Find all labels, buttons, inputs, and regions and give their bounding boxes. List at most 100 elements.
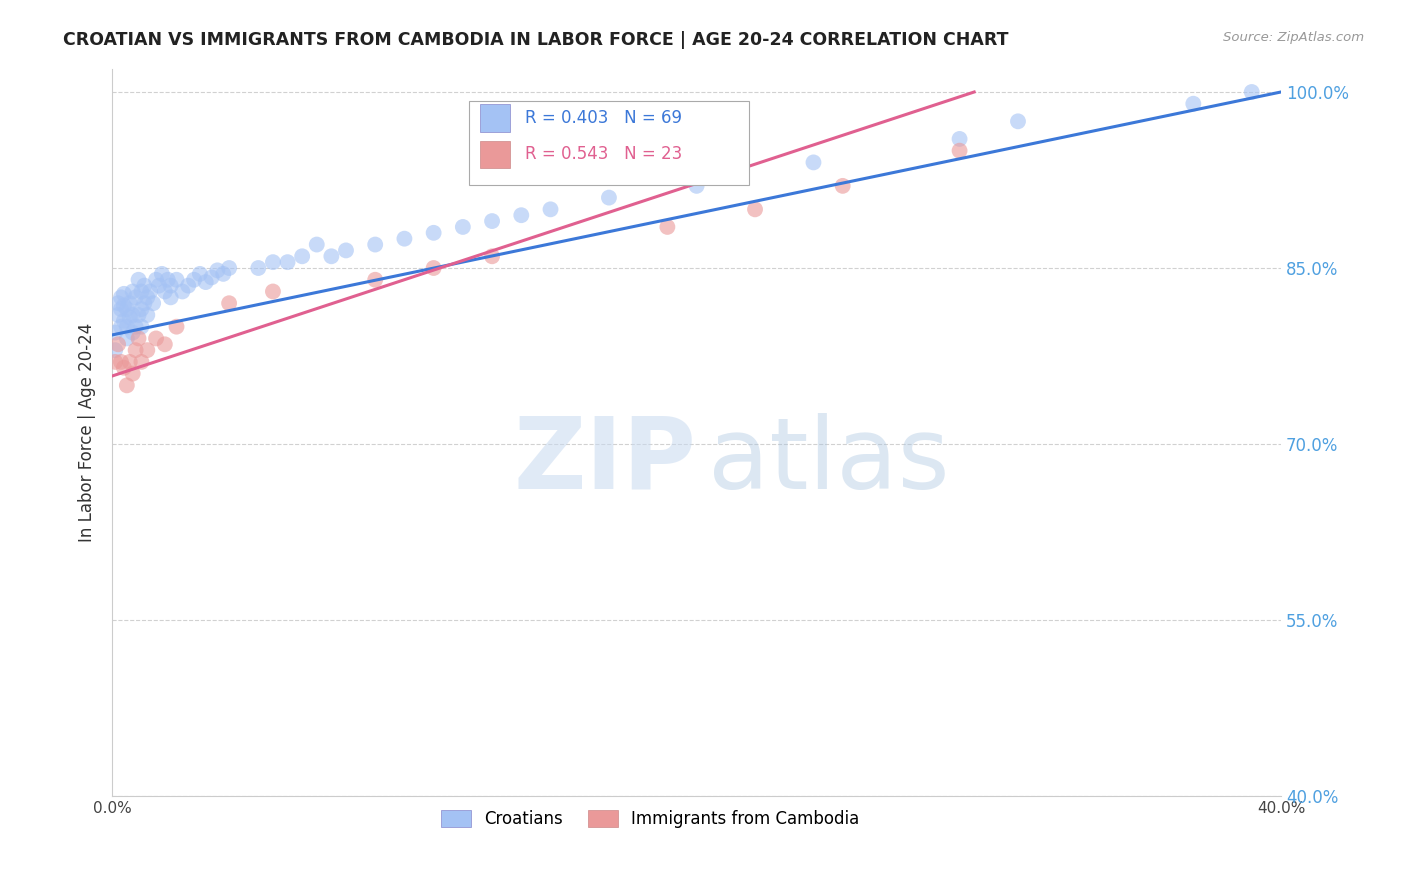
Text: atlas: atlas (709, 413, 950, 510)
Point (744, 202, 766, 217)
Point (124, 343, 146, 358)
Point (153, 337, 176, 351)
Point (131, 319, 153, 334)
Point (277, 255, 299, 269)
Point (134, 278, 156, 293)
Point (115, 319, 138, 334)
Point (1007, 114, 1029, 128)
Point (124, 319, 146, 334)
Point (107, 308, 129, 322)
Point (803, 155, 825, 169)
Point (118, 296, 141, 310)
Point (305, 237, 328, 252)
Point (107, 296, 129, 310)
Point (121, 367, 143, 381)
Point (948, 144, 970, 158)
Point (128, 308, 150, 322)
Point (451, 219, 474, 234)
Point (481, 214, 503, 228)
Point (510, 208, 533, 222)
Point (110, 355, 132, 369)
Point (218, 260, 240, 275)
Point (598, 191, 620, 205)
Point (128, 273, 150, 287)
Point (104, 326, 127, 340)
Point (121, 326, 143, 340)
Point (540, 202, 562, 217)
Point (110, 290, 132, 304)
Text: Source: ZipAtlas.com: Source: ZipAtlas.com (1223, 31, 1364, 45)
Point (153, 285, 176, 299)
Point (212, 267, 235, 281)
Point (159, 278, 181, 293)
Text: ZIP: ZIP (513, 413, 696, 510)
Legend: Croatians, Immigrants from Cambodia: Croatians, Immigrants from Cambodia (434, 804, 866, 835)
Point (136, 343, 159, 358)
Point (183, 273, 205, 287)
Point (118, 310, 141, 325)
Point (131, 302, 153, 317)
Point (194, 275, 217, 289)
Point (112, 314, 135, 328)
Point (131, 285, 153, 299)
Point (128, 331, 150, 345)
Point (118, 355, 141, 369)
Point (136, 290, 159, 304)
FancyBboxPatch shape (481, 141, 509, 169)
Point (364, 237, 387, 252)
Point (831, 178, 853, 193)
Point (200, 270, 222, 285)
Point (145, 331, 167, 345)
Text: R = 0.403   N = 69: R = 0.403 N = 69 (524, 109, 682, 127)
Point (148, 278, 170, 293)
Point (422, 260, 444, 275)
Point (685, 178, 707, 193)
Point (104, 343, 127, 358)
Text: R = 0.543   N = 23: R = 0.543 N = 23 (524, 145, 682, 163)
Point (1182, 96, 1205, 111)
Point (131, 355, 153, 369)
Point (112, 286, 135, 301)
Point (139, 285, 162, 299)
Point (150, 267, 173, 281)
Point (156, 273, 179, 287)
Point (481, 249, 503, 263)
Point (159, 290, 181, 304)
Point (110, 302, 132, 317)
Point (112, 299, 135, 313)
Point (115, 378, 138, 392)
Point (166, 273, 188, 287)
Point (107, 337, 129, 351)
Point (134, 296, 156, 310)
Point (121, 285, 143, 299)
Point (177, 278, 200, 293)
Point (104, 355, 127, 369)
Point (124, 290, 146, 304)
Point (657, 219, 679, 234)
Point (112, 360, 135, 375)
Point (394, 232, 416, 246)
Point (218, 296, 240, 310)
Point (321, 249, 343, 263)
Point (166, 319, 188, 334)
Point (142, 296, 165, 310)
Point (422, 226, 444, 240)
Point (207, 263, 229, 277)
Point (145, 273, 167, 287)
Y-axis label: In Labor Force | Age 20-24: In Labor Force | Age 20-24 (79, 323, 96, 542)
Point (115, 331, 138, 345)
Point (136, 308, 159, 322)
Point (121, 308, 143, 322)
Point (188, 267, 211, 281)
Point (291, 249, 314, 263)
Point (172, 285, 194, 299)
Point (335, 244, 357, 258)
Point (262, 255, 284, 269)
Point (247, 260, 270, 275)
Point (1240, 85, 1263, 99)
FancyBboxPatch shape (468, 102, 749, 185)
Point (364, 273, 387, 287)
Point (262, 285, 284, 299)
Point (115, 302, 138, 317)
Point (948, 132, 970, 146)
